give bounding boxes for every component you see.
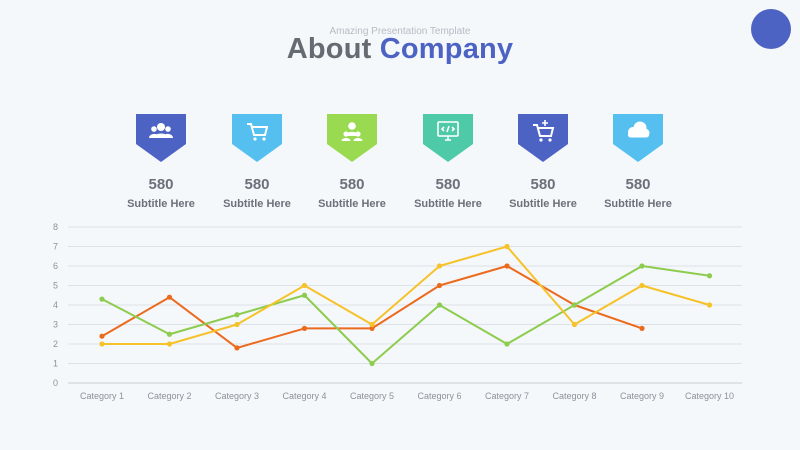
data-point xyxy=(234,345,240,351)
stat-subtitle: Subtitle Here xyxy=(604,198,672,210)
data-point xyxy=(369,321,375,328)
y-tick-label: 7 xyxy=(53,242,58,252)
data-point xyxy=(234,312,240,318)
tag-badge xyxy=(613,114,663,162)
stat-value: 580 xyxy=(148,176,174,193)
x-axis-ticks: Category 1 Category 2 Category 3 Category 4… xyxy=(80,391,734,401)
stat-item-5: 580 Subtitle Here xyxy=(493,114,593,210)
tag-badge xyxy=(232,114,282,162)
data-point xyxy=(166,294,173,300)
stat-item-3: 580 Subtitle Here xyxy=(302,114,402,210)
data-point xyxy=(639,263,645,269)
cloud-icon xyxy=(628,121,650,138)
series-2 xyxy=(99,263,713,367)
data-point xyxy=(99,296,105,302)
stat-value: 580 xyxy=(435,176,461,193)
title-part-2: Company xyxy=(379,33,514,65)
decorative-circle xyxy=(751,9,791,49)
pre-title: Amazing Presentation Template xyxy=(329,26,471,37)
stat-value: 580 xyxy=(339,176,365,193)
stat-subtitle: Subtitle Here xyxy=(318,198,386,210)
page-title: About Company xyxy=(0,33,800,66)
stat-subtitle: Subtitle Here xyxy=(414,198,482,210)
tag-shape xyxy=(518,114,568,162)
series-3 xyxy=(99,243,713,347)
tag-shape xyxy=(232,114,282,162)
data-point xyxy=(166,341,173,347)
stat-value: 580 xyxy=(244,176,270,193)
series-1 xyxy=(99,263,645,351)
y-tick-label: 0 xyxy=(53,378,58,388)
stat-subtitle: Subtitle Here xyxy=(509,198,577,210)
x-tick-label: Category 3 xyxy=(215,391,259,401)
stat-value: 580 xyxy=(625,176,651,193)
data-point xyxy=(504,263,510,269)
stat-subtitle: Subtitle Here xyxy=(223,198,291,210)
data-point xyxy=(369,360,375,367)
monitor-code-icon xyxy=(437,121,459,141)
y-tick-label: 2 xyxy=(53,339,58,349)
data-point xyxy=(706,302,713,308)
data-point xyxy=(301,325,308,331)
y-tick-label: 8 xyxy=(53,222,58,232)
data-point xyxy=(301,292,308,298)
tag-badge xyxy=(518,114,568,162)
chart-series xyxy=(99,243,713,367)
tag-badge xyxy=(136,114,186,162)
data-point xyxy=(99,333,105,339)
data-point xyxy=(166,331,173,337)
data-point xyxy=(706,273,713,279)
y-tick-label: 4 xyxy=(53,300,58,310)
data-point xyxy=(639,325,645,331)
data-point xyxy=(234,321,240,328)
data-point xyxy=(436,302,443,308)
user-group-icon xyxy=(341,122,363,141)
x-tick-label: Category 9 xyxy=(620,391,664,401)
x-tick-label: Category 1 xyxy=(80,391,124,401)
cart-plus-icon xyxy=(533,120,555,142)
data-point xyxy=(301,282,308,289)
tag-badge xyxy=(327,114,377,162)
series-line xyxy=(101,265,643,349)
stat-subtitle: Subtitle Here xyxy=(127,198,195,210)
title-part-1: About xyxy=(286,33,372,65)
y-tick-label: 5 xyxy=(53,281,58,291)
tag-badge xyxy=(423,114,473,162)
x-tick-label: Category 5 xyxy=(350,391,394,401)
y-tick-label: 3 xyxy=(53,320,58,330)
series-line xyxy=(102,245,710,345)
x-tick-label: Category 6 xyxy=(417,391,461,401)
y-axis-ticks: 0 1 2 3 4 5 6 7 8 xyxy=(53,222,58,388)
data-point xyxy=(571,302,578,308)
data-point xyxy=(504,341,510,347)
tag-shape xyxy=(613,114,663,162)
x-tick-label: Category 2 xyxy=(147,391,191,401)
data-point xyxy=(639,282,645,289)
y-tick-label: 6 xyxy=(53,261,58,271)
chart-grid xyxy=(68,226,742,384)
stat-item-4: 580 Subtitle Here xyxy=(398,114,498,210)
data-point xyxy=(436,263,443,269)
people-icon xyxy=(149,123,173,138)
y-tick-label: 1 xyxy=(53,359,58,369)
cart-icon xyxy=(247,123,269,141)
x-tick-label: Category 8 xyxy=(552,391,596,401)
data-point xyxy=(436,282,443,289)
data-point xyxy=(99,341,105,347)
stat-value: 580 xyxy=(530,176,556,193)
x-tick-label: Category 7 xyxy=(485,391,529,401)
data-point xyxy=(571,321,578,328)
tag-shape xyxy=(327,114,377,162)
data-point xyxy=(504,243,510,250)
stat-item-1: 580 Subtitle Here xyxy=(111,114,211,210)
x-tick-label: Category 4 xyxy=(282,391,326,401)
x-tick-label: Category 10 xyxy=(685,391,734,401)
series-line xyxy=(101,265,710,365)
stat-item-6: 580 Subtitle Here xyxy=(588,114,688,210)
stat-item-2: 580 Subtitle Here xyxy=(207,114,307,210)
data-point xyxy=(369,325,375,331)
